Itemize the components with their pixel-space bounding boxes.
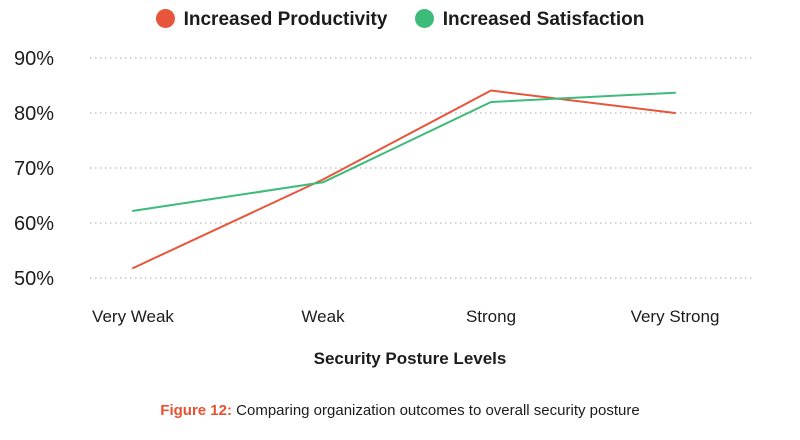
x-tick-label: Weak xyxy=(301,307,345,326)
series-line-satisfaction xyxy=(132,91,676,212)
y-tick-label: 60% xyxy=(14,213,54,235)
legend-label-satisfaction: Increased Satisfaction xyxy=(442,9,645,30)
y-tick-label: 90% xyxy=(14,48,54,70)
chart-legend: Increased Productivity Increased Satisfa… xyxy=(0,8,800,31)
x-axis-title: Security Posture Levels xyxy=(314,349,507,368)
legend-label-productivity: Increased Productivity xyxy=(183,9,388,30)
x-tick-label: Very Strong xyxy=(631,307,720,326)
y-tick-label: 50% xyxy=(14,268,54,290)
legend-swatch-productivity xyxy=(155,8,175,28)
legend-item-productivity: Increased Productivity xyxy=(155,8,388,31)
legend-item-satisfaction: Increased Satisfaction xyxy=(414,8,645,31)
legend-swatch-satisfaction xyxy=(414,8,434,28)
y-tick-label: 70% xyxy=(14,158,54,180)
y-tick-label: 80% xyxy=(14,103,54,125)
figure-caption-prefix: Figure 12: xyxy=(160,402,232,419)
series-line-productivity xyxy=(132,89,676,270)
figure-caption-text: Comparing organization outcomes to overa… xyxy=(231,402,640,419)
figure-caption: Figure 12: Comparing organization outcom… xyxy=(0,402,800,419)
x-tick-label: Strong xyxy=(466,307,516,326)
x-tick-label: Very Weak xyxy=(92,307,174,326)
